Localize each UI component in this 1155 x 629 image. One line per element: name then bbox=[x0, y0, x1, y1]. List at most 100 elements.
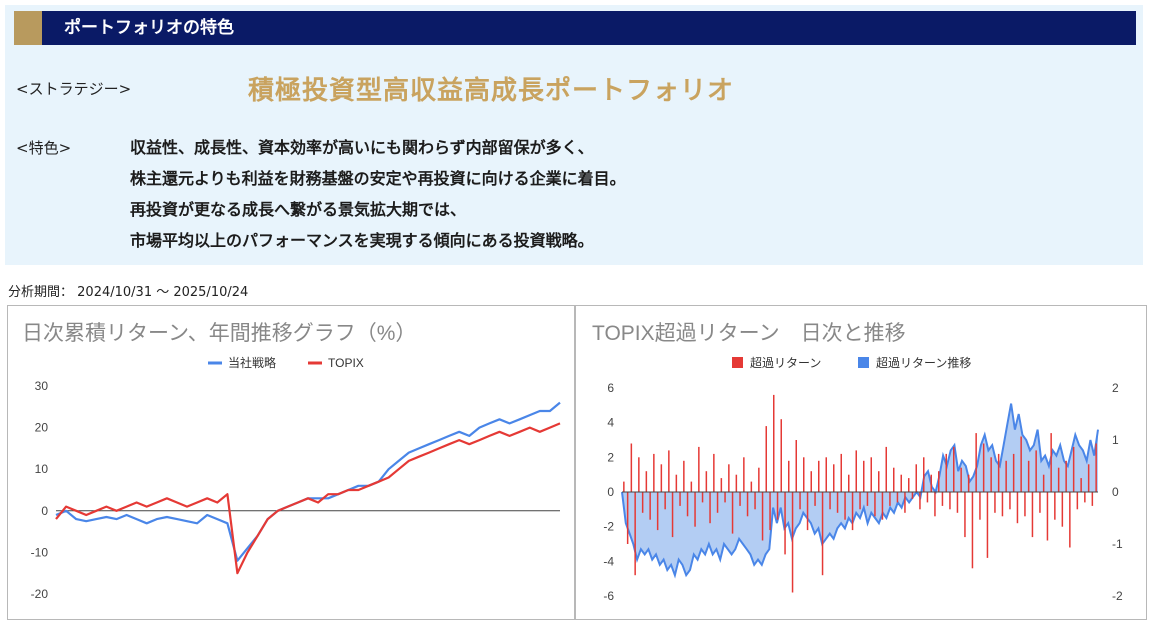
excess-bar bbox=[806, 492, 809, 531]
excess-bar bbox=[803, 457, 805, 492]
y-tick-label: 6 bbox=[607, 381, 614, 395]
excess-bar bbox=[1061, 492, 1064, 527]
y-tick-label: -10 bbox=[31, 545, 49, 559]
excess-bar bbox=[649, 492, 651, 520]
legend-swatch bbox=[732, 357, 743, 368]
excess-bar bbox=[1012, 453, 1015, 492]
excess-bar bbox=[878, 471, 880, 492]
excess-bar bbox=[765, 426, 767, 492]
excess-bar bbox=[930, 474, 932, 492]
excess-bar bbox=[994, 492, 996, 513]
excess-bar bbox=[724, 492, 726, 503]
feature-line: 収益性、成長性、資本効率が高いにも関わらず内部留保が多く、 bbox=[130, 138, 594, 157]
excess-bar bbox=[1046, 492, 1049, 541]
y-tick-label: -4 bbox=[603, 554, 614, 568]
legend-label: TOPIX bbox=[328, 356, 364, 370]
excess-bar bbox=[630, 443, 633, 492]
excess-bar bbox=[900, 474, 902, 492]
cumulative-return-svg: 日次累積リターン、年間推移グラフ（%） 当社戦略 TOPIX -20 -10 0 10 20 3… bbox=[22, 322, 561, 601]
banner-accent bbox=[14, 11, 42, 45]
excess-bar bbox=[1084, 492, 1086, 503]
y2-tick-label: 2 bbox=[1112, 381, 1119, 395]
excess-bar bbox=[1069, 492, 1071, 548]
excess-bar bbox=[956, 492, 959, 513]
y-tick-label: 0 bbox=[41, 504, 48, 518]
section-banner: ポートフォリオの特色 bbox=[14, 11, 1136, 45]
analysis-period: 分析期間： 2024/10/31 〜 2025/10/24 bbox=[8, 281, 248, 300]
excess-bar bbox=[795, 440, 797, 492]
excess-bar bbox=[1054, 492, 1056, 520]
excess-bar bbox=[1065, 460, 1067, 492]
y-tick-label: 2 bbox=[607, 450, 614, 464]
excess-bar bbox=[731, 492, 734, 534]
excess-bar bbox=[986, 492, 989, 558]
excess-bar bbox=[720, 478, 723, 492]
excess-bar bbox=[870, 457, 872, 492]
excess-bar bbox=[855, 450, 857, 492]
excess-bar bbox=[634, 492, 636, 576]
excess-bar bbox=[896, 492, 899, 503]
excess-bar bbox=[686, 492, 689, 517]
excess-bar bbox=[1087, 464, 1090, 492]
excess-bar bbox=[874, 492, 876, 517]
excess-bar bbox=[885, 446, 887, 492]
excess-bar bbox=[982, 443, 985, 492]
excess-bar bbox=[926, 492, 929, 503]
excess-bar bbox=[754, 492, 756, 510]
excess-bar bbox=[799, 492, 801, 510]
feature-line: 株主還元よりも利益を財務基盤の安定や再投資に向ける企業に着目。 bbox=[130, 169, 626, 188]
excess-bar bbox=[675, 474, 678, 492]
series-line bbox=[55, 422, 561, 575]
excess-bar bbox=[911, 492, 914, 499]
excess-bar bbox=[788, 460, 790, 492]
excess-bar bbox=[728, 464, 730, 492]
excess-bar bbox=[975, 433, 977, 492]
excess-bar bbox=[679, 492, 681, 506]
period-range: 2024/10/31 〜 2025/10/24 bbox=[77, 285, 249, 300]
excess-bar bbox=[859, 492, 861, 510]
y-tick-label: -2 bbox=[603, 520, 614, 534]
excess-bar bbox=[1024, 492, 1026, 517]
excess-bar bbox=[653, 453, 655, 492]
strategy-name: 積極投資型高収益高成長ポートフォリオ bbox=[248, 76, 735, 106]
excess-bar bbox=[1009, 492, 1011, 510]
excess-bar bbox=[735, 474, 738, 492]
excess-bar bbox=[758, 467, 760, 492]
excess-bar bbox=[840, 453, 842, 492]
excess-bar bbox=[818, 460, 820, 492]
excess-bar bbox=[1072, 446, 1075, 492]
area-line bbox=[621, 403, 1099, 579]
excess-bar bbox=[893, 467, 895, 492]
excess-bar bbox=[784, 492, 786, 555]
chart-title: TOPIX超過リターン 日次と推移 bbox=[592, 322, 906, 345]
strategy-panel bbox=[5, 5, 1143, 265]
series-line bbox=[55, 401, 561, 562]
legend-label: 超過リターン推移 bbox=[876, 355, 971, 370]
excess-bar bbox=[791, 492, 794, 593]
excess-bar bbox=[739, 492, 741, 506]
excess-bar bbox=[997, 453, 1000, 492]
excess-bar bbox=[746, 492, 749, 517]
excess-bar bbox=[923, 457, 925, 492]
excess-bar bbox=[1080, 478, 1082, 492]
excess-bar bbox=[908, 478, 910, 492]
excess-bar bbox=[713, 453, 715, 492]
period-label: 分析期間： bbox=[8, 285, 74, 300]
y2-tick-label: 1 bbox=[1112, 433, 1119, 447]
excess-bar bbox=[971, 492, 974, 569]
excess-bar bbox=[645, 471, 648, 492]
excess-bar bbox=[1027, 460, 1030, 492]
excess-bar bbox=[1057, 467, 1060, 492]
chart-title: 日次累積リターン、年間推移グラフ（%） bbox=[22, 322, 416, 345]
excess-bar bbox=[1016, 492, 1019, 524]
excess-bar bbox=[851, 492, 854, 531]
excess-bar bbox=[1095, 443, 1097, 492]
excess-bar bbox=[949, 492, 951, 510]
excess-bar bbox=[743, 457, 745, 492]
excess-bar bbox=[829, 492, 831, 510]
excess-bar bbox=[1050, 433, 1052, 492]
excess-bar bbox=[769, 492, 771, 531]
excess-bar bbox=[1035, 450, 1037, 492]
excess-bar bbox=[1042, 474, 1045, 492]
